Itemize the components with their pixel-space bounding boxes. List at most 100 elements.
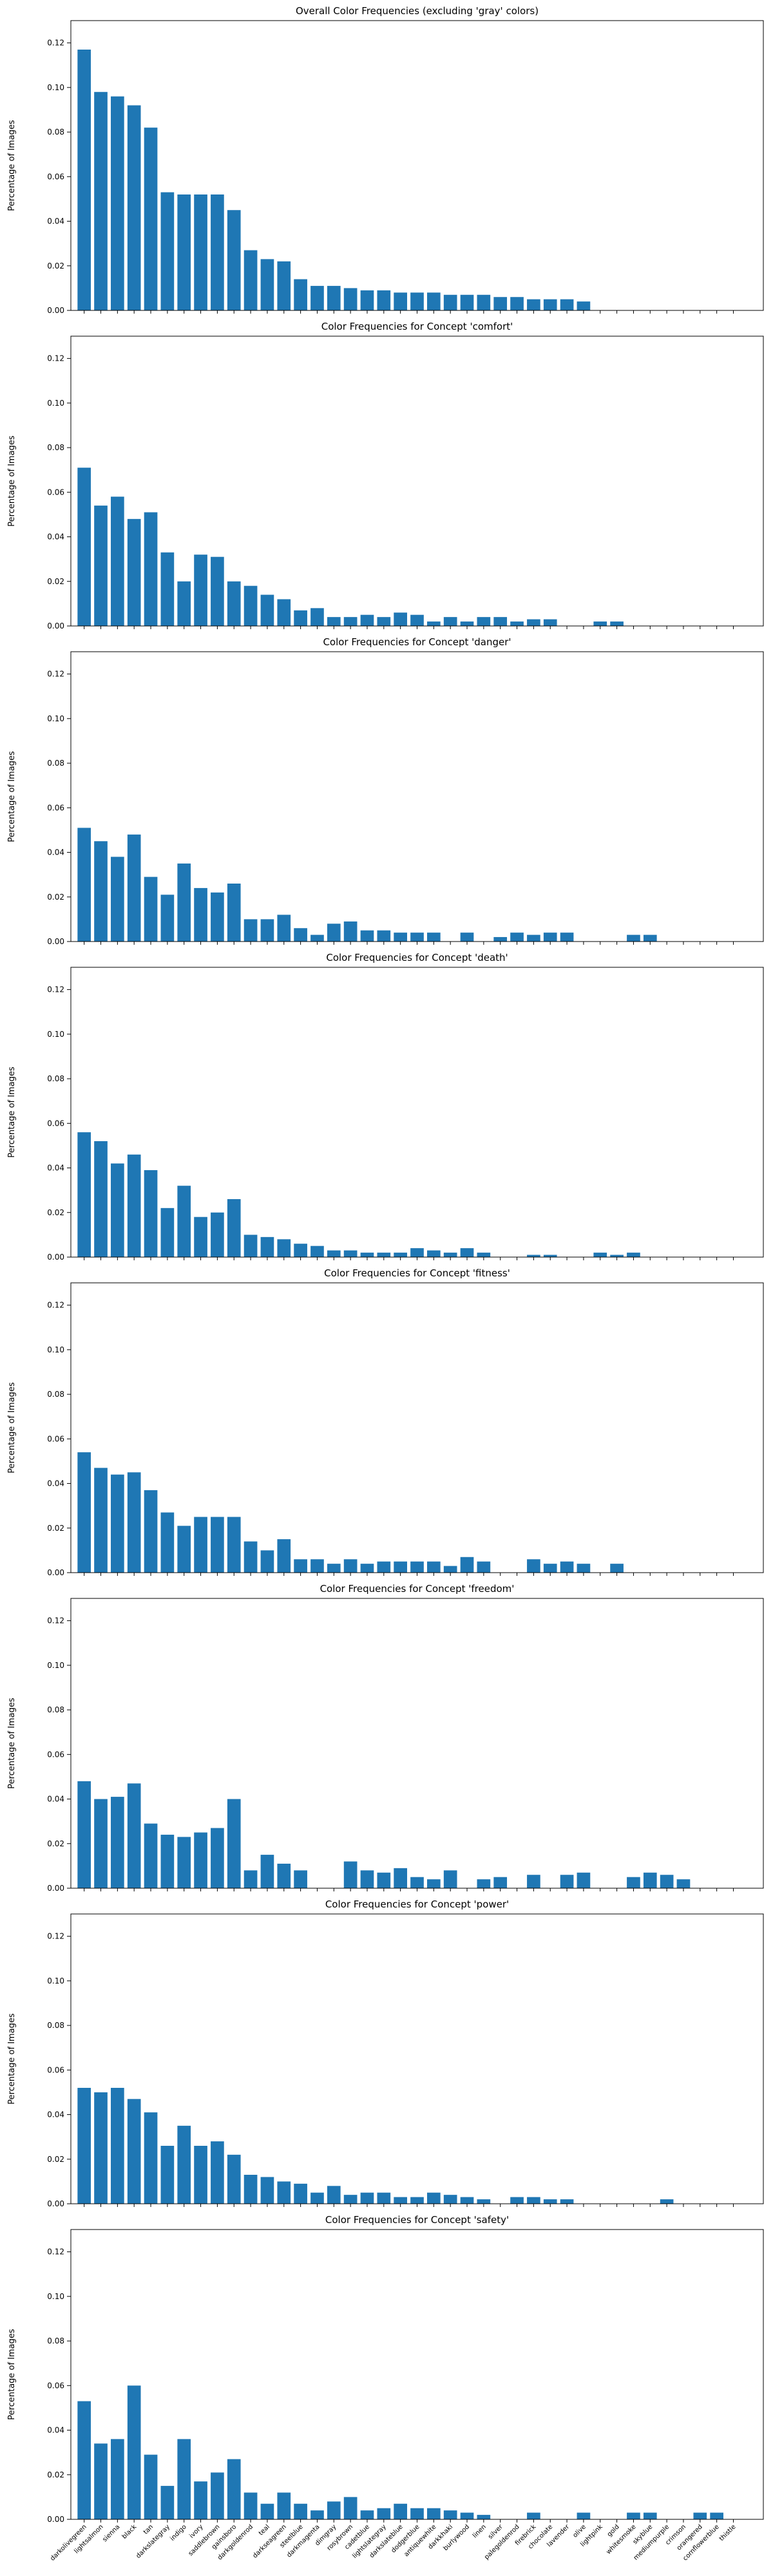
bar-steelblue (294, 2503, 307, 2519)
bar-olive (577, 2512, 591, 2519)
bar-steelblue (294, 1559, 307, 1573)
bar-firebrick (527, 934, 540, 942)
bar-rosybrown (343, 921, 358, 942)
bar-lightsalmon (94, 841, 108, 942)
bar-lightslategray (377, 2508, 391, 2519)
y-tick-label: 0.04 (47, 1795, 64, 1804)
bar-tan (144, 876, 158, 942)
panel-title: Color Frequencies for Concept 'fitness' (324, 1267, 510, 1279)
y-tick-label: 0.06 (47, 1750, 64, 1759)
bar-cadetblue (360, 1870, 374, 1888)
bar-darkslategray (160, 2486, 175, 2519)
bar-saddlebrown (211, 194, 224, 310)
bar-firebrick (527, 1875, 540, 1888)
bar-darkkhaki (443, 294, 457, 310)
bar-darkkhaki (443, 1253, 457, 1257)
bar-gold (610, 621, 624, 626)
plot-frame (70, 651, 764, 942)
bar-silver (493, 1877, 508, 1888)
y-tick-label: 0.06 (47, 2065, 64, 2074)
bar-indigo (177, 2439, 191, 2519)
bar-sienna (111, 497, 124, 626)
y-tick-label: 0.06 (47, 803, 64, 812)
bar-dodgerblue (410, 614, 424, 626)
bar-darkgoldenrod (243, 919, 258, 942)
bar-lavender (560, 299, 574, 310)
y-axis-label: Percentage of Images (7, 751, 17, 842)
bar-darkslategray (160, 1834, 175, 1888)
bar-darkslateblue (394, 2503, 407, 2519)
bar-black (127, 1783, 141, 1888)
bar-lightslategray (377, 930, 391, 942)
panel-title: Color Frequencies for Concept 'comfort' (321, 321, 513, 332)
panel-title: Color Frequencies for Concept 'safety' (325, 2214, 509, 2226)
bar-dodgerblue (410, 933, 424, 942)
bar-darkmagenta (310, 285, 324, 310)
bar-steelblue (294, 279, 307, 310)
bar-chocolate (543, 1255, 557, 1257)
bar-lightsalmon (94, 1468, 108, 1573)
y-tick-label: 0.10 (47, 714, 64, 723)
bar-darkseagreen (277, 2492, 291, 2519)
y-tick-label: 0.06 (47, 1119, 64, 1128)
y-tick-label: 0.08 (47, 1390, 64, 1399)
bar-olive (577, 301, 591, 310)
y-tick-label: 0.12 (47, 985, 64, 994)
bar-gainsboro (227, 581, 241, 626)
y-tick-label: 0.10 (47, 1030, 64, 1039)
bar-linen (477, 617, 491, 626)
bar-lightsalmon (94, 91, 108, 310)
bar-tan (144, 1823, 158, 1888)
y-tick-label: 0.02 (47, 2155, 64, 2164)
bar-darkseagreen (277, 1239, 291, 1257)
bar-black (127, 834, 141, 942)
bar-lightsalmon (94, 1141, 108, 1257)
bar-darkolivegreen (77, 50, 91, 310)
bar-darkgoldenrod (243, 1541, 258, 1573)
x-tick-label: indigo (169, 2523, 187, 2542)
x-tick-label: thistle (718, 2523, 738, 2543)
y-axis-label: Percentage of Images (7, 2329, 17, 2420)
bar-firebrick (527, 1255, 540, 1257)
bar-darkseagreen (277, 1539, 291, 1573)
bar-lightpink (593, 1253, 607, 1257)
bar-gainsboro (227, 2459, 241, 2519)
bar-sienna (111, 1163, 124, 1257)
y-tick-label: 0.04 (47, 1479, 64, 1488)
bar-indigo (177, 863, 191, 942)
bar-dodgerblue (410, 292, 424, 310)
bar-sienna (111, 2439, 124, 2519)
bar-teal (260, 1236, 274, 1257)
bar-darkslategray (160, 1208, 175, 1257)
bar-dimgray (327, 923, 341, 942)
y-tick-label: 0.10 (47, 1976, 64, 1985)
bar-olive (577, 1564, 591, 1573)
bar-palegoldenrod (510, 621, 524, 626)
y-tick-label: 0.10 (47, 1661, 64, 1670)
bar-darkslategray (160, 895, 175, 942)
bar-cadetblue (360, 2192, 374, 2204)
bar-teal (260, 259, 274, 310)
bar-steelblue (294, 2183, 307, 2204)
bar-steelblue (294, 1870, 307, 1888)
bar-black (127, 518, 141, 626)
bar-darkslategray (160, 1512, 175, 1573)
y-tick-label: 0.00 (47, 306, 64, 315)
y-tick-label: 0.08 (47, 759, 64, 768)
bar-firebrick (527, 1559, 540, 1573)
bar-darkolivegreen (77, 2401, 91, 2519)
y-tick-label: 0.00 (47, 1253, 64, 1262)
y-tick-label: 0.12 (47, 354, 64, 363)
y-axis-label: Percentage of Images (7, 1066, 17, 1158)
bar-cadetblue (360, 1564, 374, 1573)
bar-lightslategray (377, 2192, 391, 2204)
y-tick-label: 0.02 (47, 1208, 64, 1217)
bar-darkseagreen (277, 914, 291, 942)
y-tick-label: 0.08 (47, 1074, 64, 1083)
bar-mediumpurple (660, 2199, 674, 2204)
y-tick-label: 0.00 (47, 621, 64, 630)
y-tick-label: 0.12 (47, 1616, 64, 1625)
bar-steelblue (294, 610, 307, 626)
bar-darkolivegreen (77, 1781, 91, 1888)
bar-whitesmoke (627, 934, 640, 942)
